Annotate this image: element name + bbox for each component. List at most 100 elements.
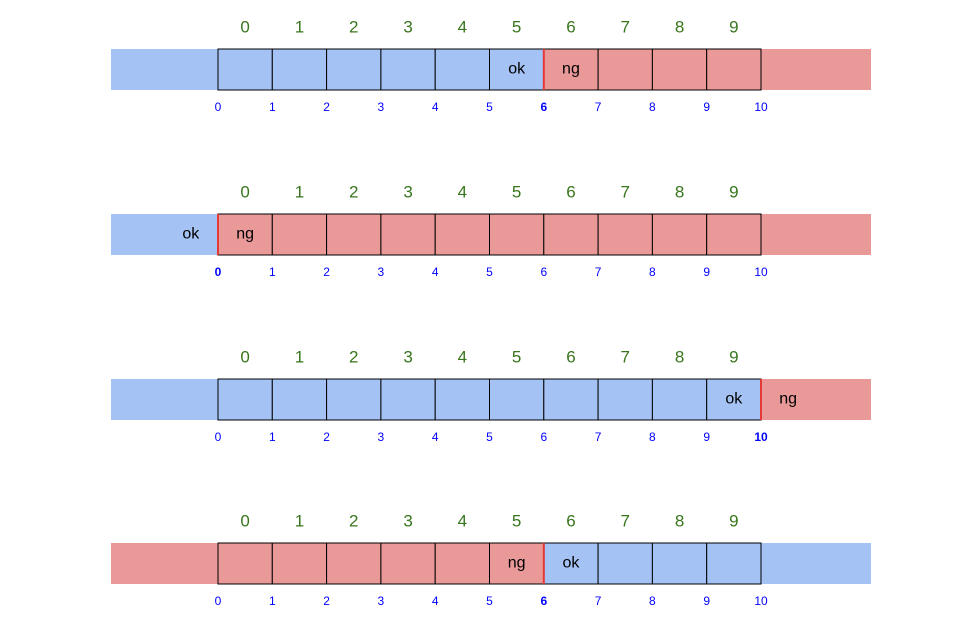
cell-index: 7 bbox=[621, 182, 630, 201]
boundary-index: 5 bbox=[486, 594, 493, 608]
boundary-index: 0 bbox=[215, 430, 222, 444]
right-label: ng bbox=[562, 61, 580, 78]
cell-index: 4 bbox=[458, 17, 467, 36]
cell-index: 4 bbox=[458, 347, 467, 366]
cell bbox=[380, 213, 436, 256]
cell bbox=[217, 48, 273, 91]
cell-index: 8 bbox=[675, 17, 684, 36]
cell-index: 6 bbox=[566, 347, 575, 366]
boundary-index: 9 bbox=[703, 100, 710, 114]
boundary-index: 4 bbox=[432, 100, 439, 114]
cell bbox=[326, 542, 382, 585]
cell-index: 2 bbox=[349, 182, 358, 201]
cell-index: 3 bbox=[403, 182, 412, 201]
cell-index: 1 bbox=[295, 182, 304, 201]
cell-index: 6 bbox=[566, 17, 575, 36]
cell-index: 5 bbox=[512, 17, 521, 36]
cell bbox=[271, 542, 328, 585]
boundary-index: 2 bbox=[323, 594, 330, 608]
cell bbox=[326, 378, 382, 421]
cell-index: 1 bbox=[295, 17, 304, 36]
cell bbox=[706, 213, 762, 256]
cell bbox=[271, 48, 328, 91]
boundary-index: 8 bbox=[649, 594, 656, 608]
cell-index: 5 bbox=[512, 182, 521, 201]
left-extension bbox=[111, 379, 218, 420]
cell-index: 4 bbox=[458, 182, 467, 201]
right-label: ok bbox=[562, 555, 580, 572]
cell-index: 6 bbox=[566, 182, 575, 201]
cell bbox=[706, 542, 762, 585]
boundary-index: 10 bbox=[754, 265, 768, 279]
cell-index: 0 bbox=[240, 17, 249, 36]
cell bbox=[543, 213, 599, 256]
boundary-index: 10 bbox=[754, 594, 768, 608]
cell-index: 2 bbox=[349, 511, 358, 530]
cell bbox=[543, 378, 599, 421]
boundary-index: 9 bbox=[703, 594, 710, 608]
cell bbox=[380, 48, 436, 91]
cell-index: 6 bbox=[566, 511, 575, 530]
boundary-index: 3 bbox=[378, 594, 385, 608]
boundary-index: 4 bbox=[432, 594, 439, 608]
boundary-index: 1 bbox=[269, 265, 276, 279]
cell bbox=[597, 542, 653, 585]
boundary-index: 6 bbox=[540, 265, 547, 279]
boundary-index: 5 bbox=[486, 430, 493, 444]
left-label: ok bbox=[725, 391, 743, 408]
boundary-index: 4 bbox=[432, 265, 439, 279]
boundary-index: 9 bbox=[703, 265, 710, 279]
right-extension bbox=[761, 49, 871, 90]
boundary-index: 4 bbox=[432, 430, 439, 444]
boundary-index: 2 bbox=[323, 430, 330, 444]
cell-index: 8 bbox=[675, 511, 684, 530]
cell-index: 9 bbox=[729, 182, 738, 201]
cell bbox=[434, 378, 491, 421]
right-extension bbox=[761, 379, 871, 420]
cell bbox=[326, 48, 382, 91]
boundary-index: 6 bbox=[540, 100, 547, 114]
cell-index: 3 bbox=[403, 347, 412, 366]
cell bbox=[217, 542, 273, 585]
right-label: ng bbox=[236, 226, 254, 243]
cell-index: 7 bbox=[621, 511, 630, 530]
cell bbox=[651, 48, 708, 91]
cell bbox=[380, 542, 436, 585]
boundary-index: 0 bbox=[215, 100, 222, 114]
boundary-index: 5 bbox=[486, 100, 493, 114]
cell-index: 4 bbox=[458, 511, 467, 530]
cell-index: 7 bbox=[621, 347, 630, 366]
cell bbox=[489, 542, 545, 585]
cell bbox=[651, 542, 708, 585]
boundary-index: 7 bbox=[595, 100, 602, 114]
boundary-index: 3 bbox=[378, 265, 385, 279]
cell bbox=[434, 48, 491, 91]
left-extension bbox=[111, 214, 218, 255]
cell-index: 9 bbox=[729, 511, 738, 530]
cell-index: 9 bbox=[729, 347, 738, 366]
cell-index: 8 bbox=[675, 347, 684, 366]
cell bbox=[706, 378, 762, 421]
boundary-index: 8 bbox=[649, 100, 656, 114]
cell-index: 8 bbox=[675, 182, 684, 201]
boundary-index: 0 bbox=[215, 594, 222, 608]
cell bbox=[380, 378, 436, 421]
cell-index: 3 bbox=[403, 511, 412, 530]
left-label: ok bbox=[182, 226, 200, 243]
boundary-index: 6 bbox=[540, 430, 547, 444]
left-extension bbox=[111, 49, 218, 90]
boundary-index: 10 bbox=[754, 430, 768, 444]
cell bbox=[651, 378, 708, 421]
cell bbox=[597, 213, 653, 256]
cell bbox=[543, 542, 599, 585]
cell bbox=[706, 48, 762, 91]
cell-index: 0 bbox=[240, 182, 249, 201]
cell bbox=[217, 378, 273, 421]
cell-index: 5 bbox=[512, 511, 521, 530]
boundary-index: 6 bbox=[540, 594, 547, 608]
cell-index: 1 bbox=[295, 347, 304, 366]
boundary-index: 0 bbox=[215, 265, 222, 279]
boundary-index: 1 bbox=[269, 100, 276, 114]
left-extension bbox=[111, 543, 218, 584]
